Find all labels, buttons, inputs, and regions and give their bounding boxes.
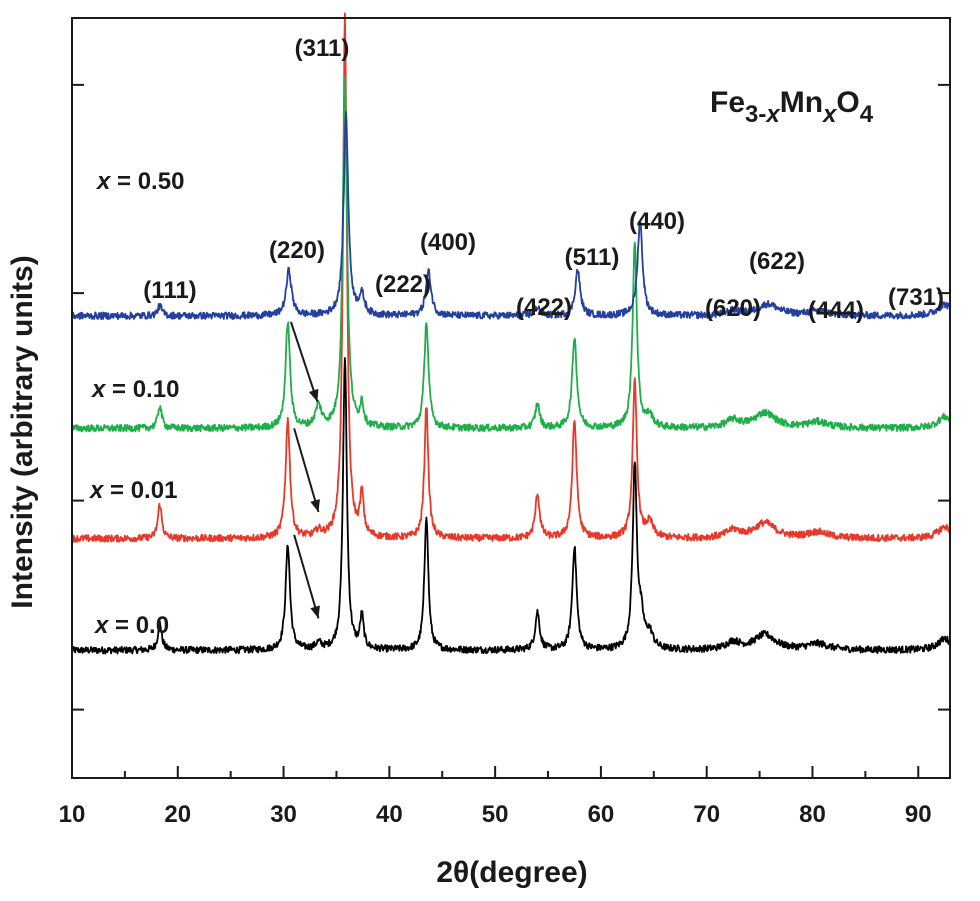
formula-sub-1: 3- — [745, 101, 766, 128]
annotation-arrowhead — [310, 605, 320, 619]
peak-label: (220) — [269, 237, 325, 264]
peak-label: (622) — [749, 248, 805, 275]
x-axis-title: 2θ(degree) — [436, 856, 587, 889]
annotation-arrow — [293, 534, 320, 619]
x-tick-label: 10 — [59, 801, 86, 828]
plot-frame — [71, 17, 951, 779]
arrow-layer — [290, 321, 320, 619]
x-tick-label: 70 — [693, 801, 720, 828]
formula-sub-1-x: x — [764, 101, 781, 128]
formula-sub-2: x — [821, 101, 838, 128]
peak-label: (111) — [143, 277, 196, 304]
x-tick-label: 60 — [588, 801, 615, 828]
x-tick-label: 50 — [482, 801, 509, 828]
peak-label: (444) — [808, 297, 864, 324]
peak-label: (731) — [888, 284, 944, 311]
x-tick-label: 30 — [270, 801, 297, 828]
series-label-variable: x — [93, 612, 110, 639]
series-line-2 — [71, 76, 951, 433]
formula-mn: Mn — [780, 86, 823, 119]
series-layer — [71, 12, 951, 655]
annotation-arrow — [293, 428, 320, 513]
series-line-3 — [71, 111, 951, 321]
series-label-value: = 0.0 — [108, 612, 169, 639]
series-labels: x = 0.0x = 0.01x = 0.10x = 0.50 — [88, 168, 184, 639]
series-line-0 — [71, 357, 951, 655]
y-axis-title: Intensity (arbitrary units) — [6, 255, 39, 608]
annotation-arrowhead — [308, 388, 319, 402]
series-label: x = 0.50 — [95, 168, 184, 195]
peak-label: (440) — [629, 208, 685, 235]
x-tick-label: 40 — [376, 801, 403, 828]
tick-layer — [71, 83, 950, 778]
peak-label: (222) — [375, 271, 431, 298]
peak-label: (400) — [420, 229, 476, 256]
series-label: x = 0.10 — [90, 376, 179, 403]
formula-o: O — [836, 86, 859, 119]
peak-labels: (111) (220) (311) (222) (400) (422) (511) (440)… — [143, 35, 944, 324]
annotation-arrow — [290, 321, 319, 403]
peak-label: (511) — [565, 244, 620, 271]
series-label-value: = 0.50 — [110, 168, 184, 195]
formula-annotation: Fe3-xMnxO4 — [710, 86, 874, 128]
x-tick-labels: 10 20 30 40 50 60 70 80 90 — [59, 801, 932, 828]
series-line-1 — [71, 12, 951, 543]
peak-label: (422) — [516, 294, 572, 321]
formula-sub-3: 4 — [860, 101, 874, 128]
x-tick-label: 90 — [905, 801, 932, 828]
peak-label: (311) — [295, 35, 350, 62]
annotation-arrowhead — [310, 499, 320, 512]
x-tick-label: 20 — [164, 801, 191, 828]
series-label-variable: x — [90, 376, 107, 403]
series-label: x = 0.0 — [93, 612, 169, 639]
series-label-variable: x — [95, 168, 112, 195]
peak-label: (620) — [705, 295, 761, 322]
formula-fe: Fe — [710, 86, 745, 119]
series-label: x = 0.01 — [88, 477, 177, 504]
series-label-variable: x — [88, 477, 105, 504]
series-label-value: = 0.10 — [105, 376, 179, 403]
series-label-value: = 0.01 — [103, 477, 177, 504]
x-tick-label: 80 — [799, 801, 826, 828]
